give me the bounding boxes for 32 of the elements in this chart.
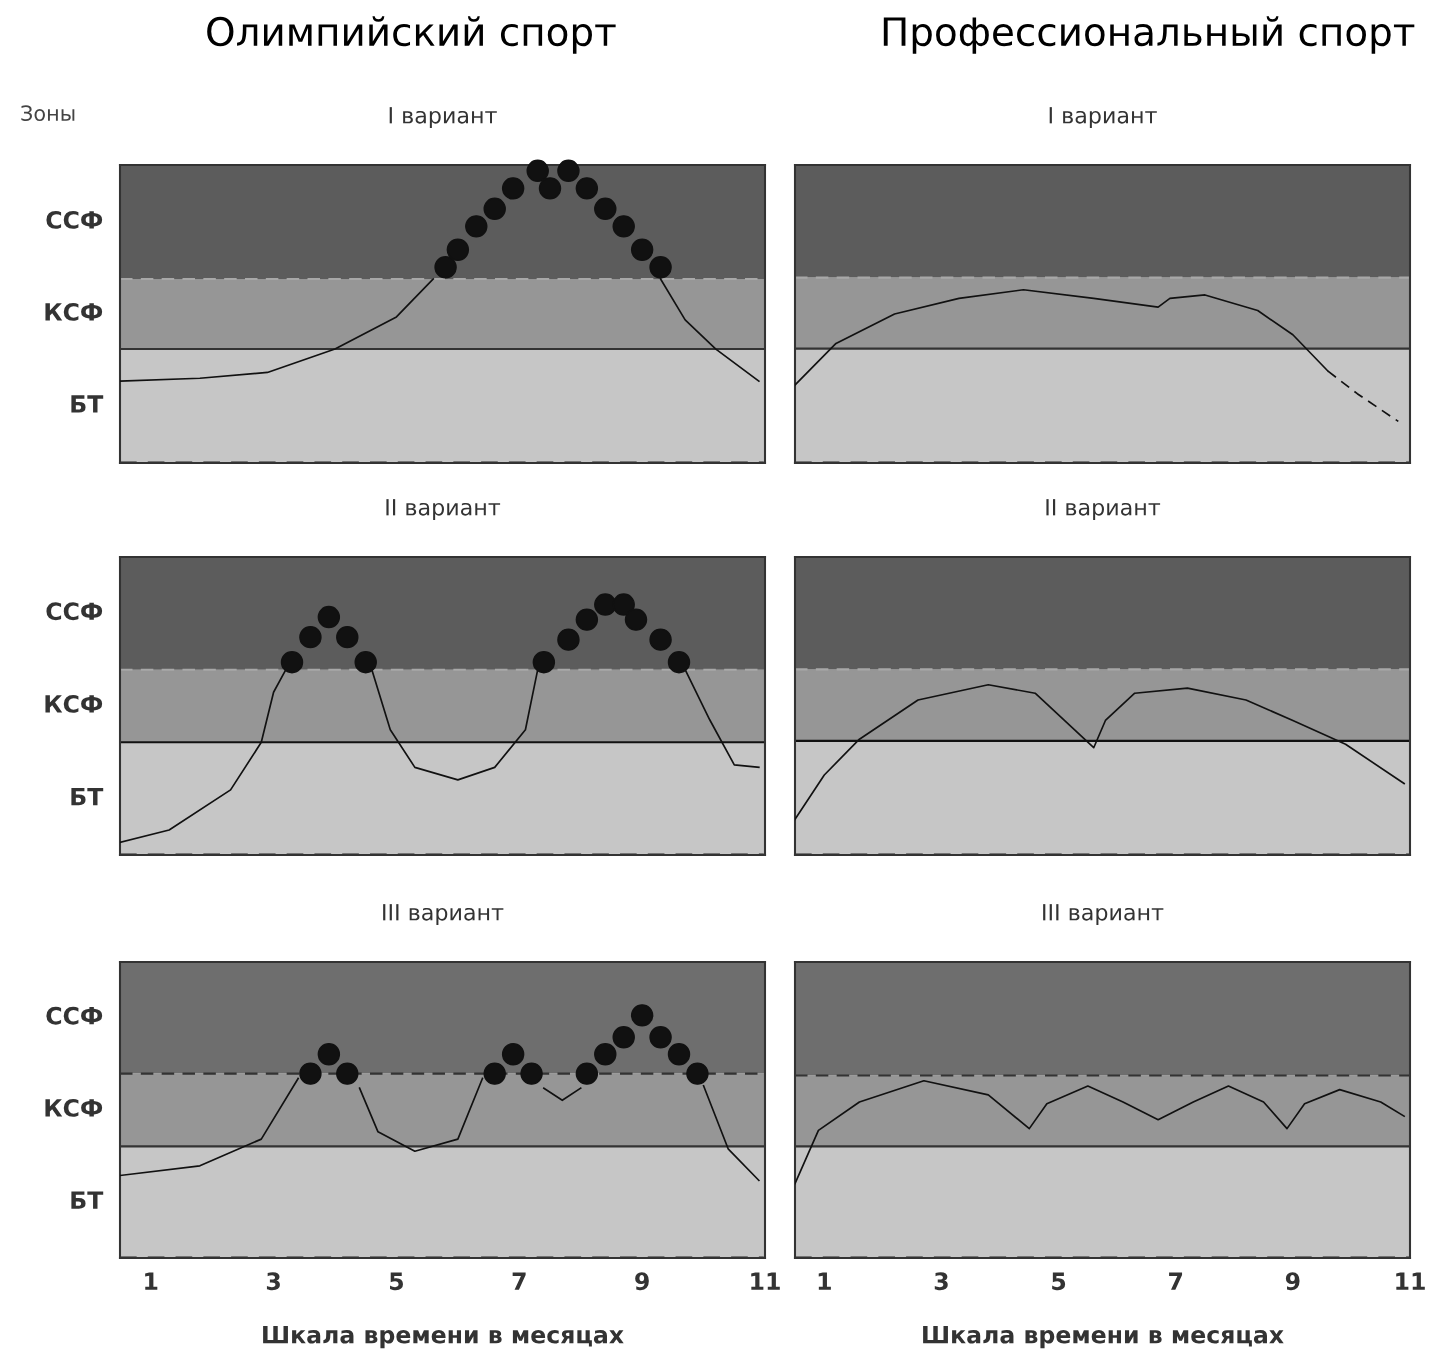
chart-title: I вариант — [389, 107, 497, 128]
band-label: ССФ — [46, 210, 103, 229]
x-tick-label: 1 — [145, 1272, 158, 1290]
x-tick-label: 9 — [635, 1272, 649, 1291]
chart-title: II вариант — [1046, 499, 1161, 520]
x-tick-label: 11 — [751, 1272, 780, 1290]
x-tick-label: 3 — [266, 1272, 280, 1291]
text: Зоны — [21, 105, 75, 122]
text: Олимпийский спорт — [207, 16, 616, 54]
band-label: ССФ — [46, 1006, 103, 1025]
chart-title: II вариант — [386, 499, 501, 520]
band-label: ССФ — [46, 602, 103, 621]
band-label: КСФ — [45, 694, 103, 713]
x-axis-title: Шкала времени в месяцах — [263, 1326, 624, 1349]
x-tick-label: 5 — [1052, 1272, 1066, 1291]
text: Профессиональный спорт — [883, 16, 1415, 54]
x-tick-label: 7 — [512, 1272, 526, 1290]
chart-title: III вариант — [383, 904, 504, 925]
x-tick-label: 9 — [1285, 1272, 1300, 1291]
x-tick-label: 11 — [1396, 1272, 1425, 1290]
x-axis-title: Шкала времени в месяцах — [923, 1326, 1284, 1349]
band-label: КСФ — [45, 1098, 103, 1117]
x-tick-label: 5 — [390, 1272, 403, 1291]
x-tick-label: 1 — [818, 1272, 831, 1290]
x-tick-label: 7 — [1169, 1272, 1183, 1290]
chart-title: III вариант — [1043, 904, 1164, 925]
band-label: БТ — [71, 395, 104, 413]
band-label: КСФ — [45, 302, 103, 321]
band-label: БТ — [71, 1191, 104, 1209]
x-tick-label: 3 — [934, 1272, 948, 1291]
band-label: БТ — [71, 787, 104, 806]
chart-title: I вариант — [1049, 107, 1157, 128]
